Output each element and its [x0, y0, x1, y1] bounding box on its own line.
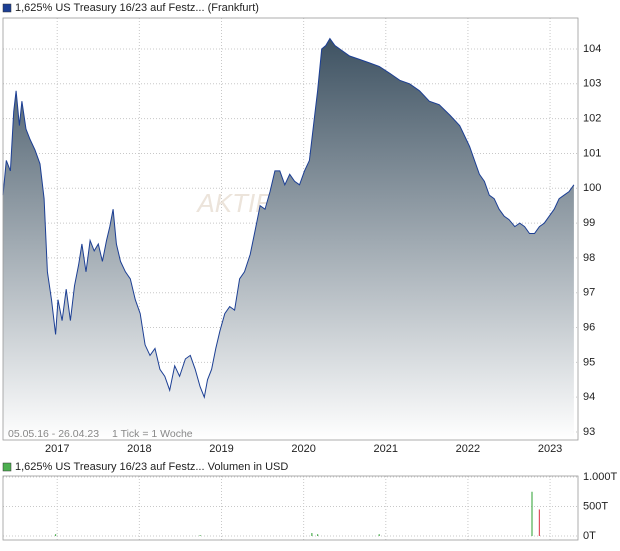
volume-bar [54, 534, 57, 536]
y-tick-label: 98 [583, 252, 595, 264]
x-tick-label: 2020 [291, 443, 315, 455]
y-tick-label: 101 [583, 147, 601, 159]
x-tick-label: 2021 [374, 443, 398, 455]
volume-bar [378, 534, 380, 536]
plot-frame [2, 475, 579, 541]
y-tick-label: 500T [583, 500, 608, 512]
volume-bar [531, 491, 533, 536]
y-tick-label: 99 [583, 217, 595, 229]
y-tick-label: 93 [583, 426, 595, 438]
y-tick-label: 95 [583, 356, 595, 368]
x-tick-label: 2022 [456, 443, 480, 455]
y-tick-label: 103 [583, 78, 601, 90]
volume-bar [317, 534, 319, 536]
legend-label: 1,625% US Treasury 16/23 auf Festz... Vo… [15, 461, 288, 473]
tick-note: 1 Tick = 1 Woche [112, 428, 193, 440]
volume-bar [199, 535, 201, 536]
y-tick-label: 96 [583, 321, 595, 333]
x-tick-label: 2017 [45, 443, 69, 455]
y-tick-label: 1.000T [583, 471, 618, 483]
x-tick-label: 2018 [127, 443, 151, 455]
y-tick-label: 0T [583, 530, 596, 542]
y-tick-label: 94 [583, 391, 595, 403]
legend-label: 1,625% US Treasury 16/23 auf Festz... (F… [15, 2, 259, 14]
plot-frame [2, 17, 579, 441]
y-tick-label: 97 [583, 287, 595, 299]
y-tick-label: 104 [583, 43, 601, 55]
y-tick-label: 102 [583, 113, 601, 125]
area-fill [3, 38, 574, 440]
legend-swatch [2, 462, 12, 472]
x-tick-label: 2019 [209, 443, 233, 455]
x-tick-label: 2023 [538, 443, 562, 455]
volume-bar [538, 509, 540, 536]
price-line [2, 37, 575, 399]
range-note: 05.05.16 - 26.04.23 [8, 428, 99, 440]
y-tick-label: 100 [583, 182, 601, 194]
legend-swatch [2, 3, 12, 13]
volume-bar [311, 533, 313, 536]
